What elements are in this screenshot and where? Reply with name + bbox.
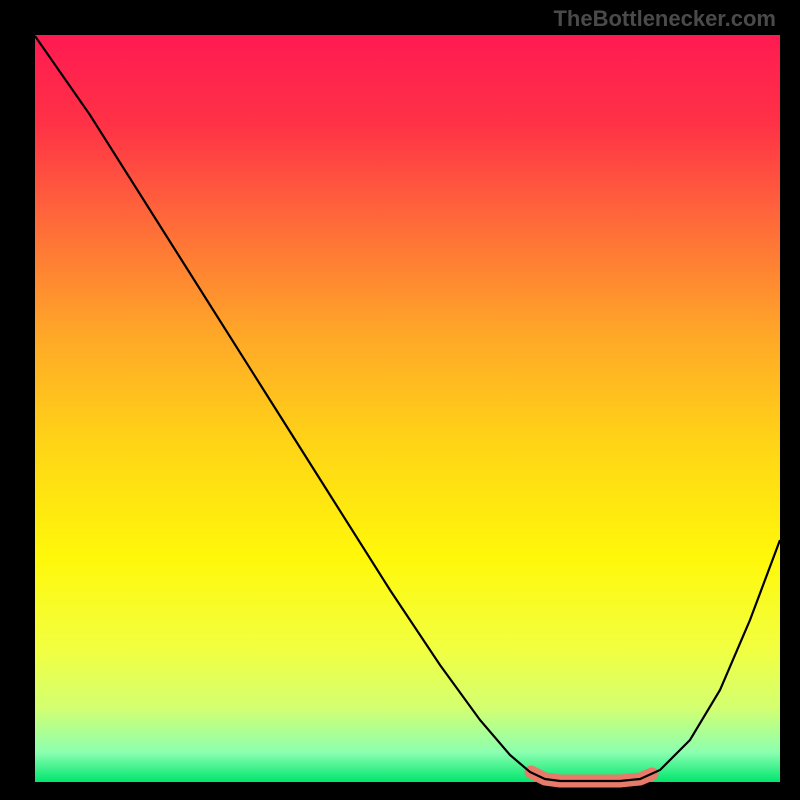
watermark-text: TheBottlenecker.com — [553, 6, 776, 32]
plot-gradient-background — [35, 35, 780, 782]
chart-frame: TheBottlenecker.com — [0, 0, 800, 800]
